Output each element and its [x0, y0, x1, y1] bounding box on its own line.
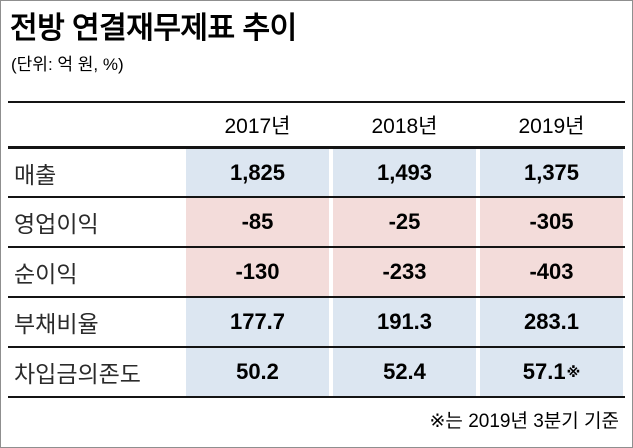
footnote: ※는 2019년 3분기 기준 [429, 411, 619, 432]
column-header-2019: 2019년 [518, 114, 585, 138]
cell-value: -130 [186, 248, 329, 296]
table-row-revenue: 매출 1,825 1,493 1,375 [8, 146, 625, 196]
cell-value: -403 [480, 248, 623, 296]
table-row-debt-ratio: 부채비율 177.7 191.3 283.1 [8, 296, 625, 346]
cell-value: 52.4 [333, 348, 476, 396]
unit-note: (단위: 억 원, %) [11, 55, 124, 74]
row-label: 영업이익 [14, 211, 99, 237]
column-header-2018: 2018년 [371, 114, 438, 138]
cell-value: -25 [333, 198, 476, 246]
cell-value-with-footnote: 57.1 ※ [480, 348, 623, 396]
financial-table: 2017년 2018년 2019년 매출 1,825 1,493 1,375 영… [8, 101, 625, 398]
cell-value: 191.3 [333, 298, 476, 346]
table-row-operating-profit: 영업이익 -85 -25 -305 [8, 196, 625, 246]
cell-value: -233 [333, 248, 476, 296]
column-header-2017: 2017년 [224, 114, 291, 138]
cell-value: 50.2 [186, 348, 329, 396]
corner-cell [8, 103, 184, 146]
footnote-marker: ※ [566, 363, 581, 380]
cell-value: -305 [480, 198, 623, 246]
cell-value: 283.1 [480, 298, 623, 346]
table-row-net-profit: 순이익 -130 -233 -403 [8, 246, 625, 296]
cell-value: 1,375 [480, 149, 623, 196]
row-label: 차입금의존도 [14, 361, 141, 387]
cell-value: 1,493 [333, 149, 476, 196]
cell-value: 57.1 [522, 359, 566, 384]
row-label: 순이익 [14, 261, 78, 287]
table-row-borrowing-dependency: 차입금의존도 50.2 52.4 57.1 ※ [8, 346, 625, 396]
table-header-row: 2017년 2018년 2019년 [8, 101, 625, 146]
cell-value: 1,825 [186, 149, 329, 196]
page-title: 전방 연결재무제표 추이 [10, 12, 297, 45]
cell-value: -85 [186, 198, 329, 246]
row-label: 매출 [14, 161, 57, 188]
row-label: 부채비율 [14, 311, 99, 337]
cell-value: 177.7 [186, 298, 329, 346]
